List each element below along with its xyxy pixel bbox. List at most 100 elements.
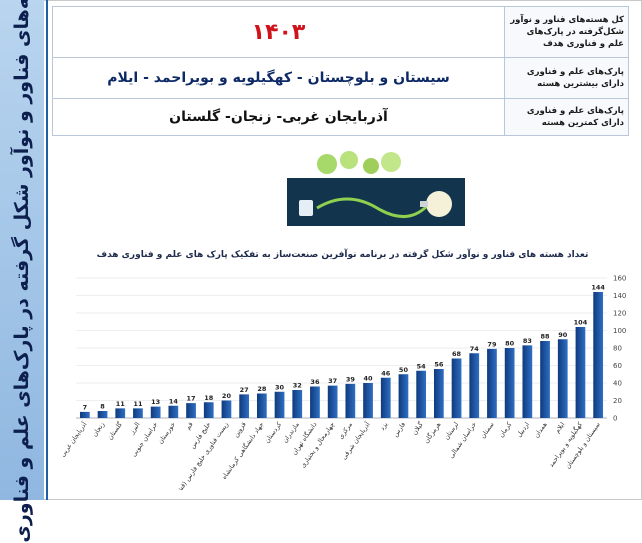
data-label: 14	[169, 397, 179, 405]
x-tick-label: قم	[184, 421, 195, 432]
summary-table: ۱۴۰۳ کل هسته‌های فناور و نوآور شکل‌گرفته…	[52, 6, 629, 136]
data-label: 11	[116, 400, 126, 408]
bar	[310, 386, 320, 418]
data-label: 88	[541, 333, 551, 341]
bar	[504, 348, 515, 418]
chart-title: تعداد هسته های فناور و نوآور شکل گرفته د…	[96, 250, 589, 260]
x-tick-label: البرز	[127, 420, 141, 436]
bar	[398, 374, 409, 418]
bar	[380, 377, 391, 418]
data-label: 36	[310, 378, 320, 386]
y-tick-label: 160	[613, 275, 626, 283]
side-band: هسته‌های فناور و نوآور شکل گرفته در پارک…	[0, 0, 44, 543]
data-label: 46	[381, 369, 391, 377]
bar	[168, 405, 179, 418]
side-title: هسته‌های فناور و نوآور شکل گرفته در پارک…	[11, 0, 33, 543]
bar	[487, 348, 497, 418]
bar	[575, 327, 586, 418]
data-label: 74	[470, 345, 480, 353]
x-tick-label: گلستان	[106, 420, 124, 442]
bar	[593, 292, 604, 418]
bar	[97, 411, 108, 418]
data-label: 28	[257, 385, 267, 393]
bar	[203, 402, 214, 418]
bar	[150, 406, 161, 418]
x-tick-label: کرمان	[497, 420, 514, 439]
data-label: 32	[293, 382, 302, 390]
highest-value: سیستان و بلوچستان - کهگیلویه و بویراحمد …	[52, 57, 505, 99]
bar	[557, 339, 568, 418]
bar	[79, 411, 90, 418]
y-tick-label: 60	[613, 362, 622, 370]
data-label: 50	[399, 366, 409, 374]
data-label: 13	[151, 398, 160, 406]
x-tick-label: همدان	[532, 420, 549, 439]
y-tick-label: 120	[613, 310, 626, 318]
y-tick-label: 100	[613, 327, 626, 335]
bar	[469, 353, 480, 418]
data-label: 68	[452, 350, 462, 358]
y-tick-label: 0	[613, 415, 617, 423]
data-label: 104	[574, 319, 588, 327]
summary-row-highest: سیستان و بلوچستان - کهگیلویه و بویراحمد …	[52, 57, 629, 99]
y-tick-label: 40	[613, 380, 622, 388]
data-label: 40	[364, 375, 374, 383]
y-tick-label: 20	[613, 397, 622, 405]
bar	[327, 385, 338, 418]
bar	[416, 370, 427, 418]
x-tick-label: آذربایجان غربی	[58, 419, 89, 458]
x-tick-label: فارس	[391, 421, 407, 439]
y-tick-label: 80	[613, 345, 622, 353]
data-label: 144	[591, 284, 605, 292]
total-label: کل هسته‌های فناور و نوآور شکل‌گرفته در پ…	[504, 6, 629, 58]
x-tick-label: قزوین	[232, 421, 248, 439]
separator-line	[46, 0, 48, 500]
bar	[451, 358, 462, 418]
x-tick-label: اردبیل	[515, 420, 531, 438]
summary-row-lowest: آذربایجان غربی- زنجان- گلستان پارک‌های ع…	[52, 98, 629, 136]
bar	[239, 394, 250, 418]
bar	[133, 408, 143, 418]
data-label: 30	[275, 383, 285, 391]
data-label: 27	[240, 386, 249, 394]
data-label: 18	[204, 394, 214, 402]
data-label: 8	[100, 403, 105, 411]
bar	[115, 408, 126, 418]
bar-chart: 0 20 40 60 80 100 120 140 160 7 آذربایجان غربی 8 زن…	[58, 275, 627, 491]
data-label: 54	[417, 362, 427, 370]
bar	[274, 391, 285, 418]
data-label: 79	[487, 340, 497, 348]
x-tick-label: هرمزگان	[422, 420, 443, 445]
x-tick-label: گیلان	[410, 420, 425, 437]
x-tick-label: خوزستان	[156, 421, 177, 446]
bar	[221, 400, 232, 418]
x-tick-label: مرکزی	[337, 421, 354, 441]
bar	[433, 369, 444, 418]
data-label: 7	[83, 403, 88, 411]
x-tick-label: سمنان	[479, 421, 496, 440]
x-tick-label: ایلام	[553, 420, 566, 434]
y-tick-label: 140	[613, 292, 626, 300]
x-tick-label: یزد	[378, 420, 389, 432]
data-label: 20	[222, 392, 232, 400]
total-value: ۱۴۰۳	[52, 6, 505, 58]
x-tick-label: لرستان	[442, 421, 460, 442]
bar	[345, 383, 356, 418]
x-tick-label: زنجان	[91, 421, 107, 439]
data-label: 11	[133, 400, 143, 408]
data-label: 80	[505, 340, 515, 348]
data-label: 37	[328, 377, 337, 385]
data-label: 17	[187, 395, 196, 403]
bar	[256, 393, 267, 418]
bar	[363, 383, 373, 418]
innovation-banner-image	[287, 151, 465, 226]
bar	[540, 341, 550, 418]
data-label: 90	[558, 331, 568, 339]
highest-label: پارک‌های علم و فناوری دارای بیشترین هسته	[504, 57, 629, 99]
data-label: 39	[346, 375, 356, 383]
summary-row-total: ۱۴۰۳ کل هسته‌های فناور و نوآور شکل‌گرفته…	[52, 6, 629, 58]
bar	[186, 403, 196, 418]
bar	[292, 390, 303, 418]
lowest-value: آذربایجان غربی- زنجان- گلستان	[52, 98, 505, 136]
bar	[522, 345, 533, 418]
